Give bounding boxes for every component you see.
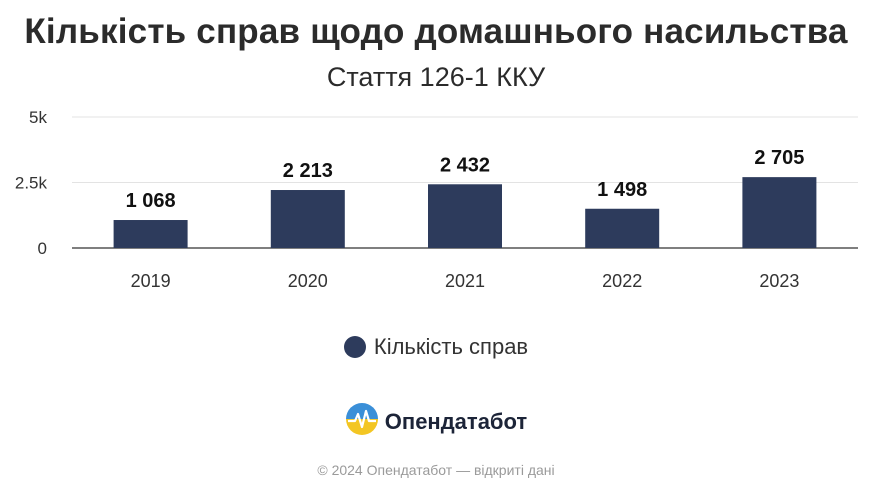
- y-tick-label: 5k: [29, 108, 47, 127]
- bar: [585, 208, 660, 248]
- data-label: 1 498: [597, 179, 647, 201]
- legend: Кількість справ: [0, 334, 872, 360]
- x-tick-label: 2019: [131, 271, 171, 291]
- bar: [428, 184, 502, 248]
- x-tick-label: 2023: [759, 271, 799, 291]
- x-tick-label: 2022: [602, 271, 642, 291]
- legend-label: Кількість справ: [373, 334, 529, 359]
- data-label: 2 432: [440, 154, 490, 176]
- bar-chart: 0 2.5k 5k 1 068 2019 2 213 2020 2 432 2021 1 498 2…: [15, 108, 858, 291]
- chart-title: Кількість справ щодо домашнього насильст…: [24, 12, 848, 51]
- opendatabot-logo-icon: [345, 402, 379, 441]
- data-label: 2 705: [754, 147, 804, 169]
- brand-name: Опендатабот: [384, 408, 528, 434]
- data-label: 2 213: [283, 160, 333, 182]
- chart-subtitle: Стаття 126-1 ККУ: [326, 62, 546, 92]
- bar: [270, 190, 345, 248]
- bar: [113, 220, 188, 248]
- y-tick-label: 0: [38, 239, 47, 258]
- footer-copyright: © 2024 Опендатабот — відкриті дані: [317, 462, 555, 478]
- bar: [742, 177, 817, 248]
- data-label: 1 068: [126, 190, 176, 212]
- legend-swatch: [343, 336, 366, 358]
- brand: Опендатабот: [0, 402, 872, 441]
- x-tick-label: 2021: [445, 271, 485, 291]
- x-tick-label: 2020: [288, 271, 328, 291]
- y-tick-label: 2.5k: [15, 174, 48, 193]
